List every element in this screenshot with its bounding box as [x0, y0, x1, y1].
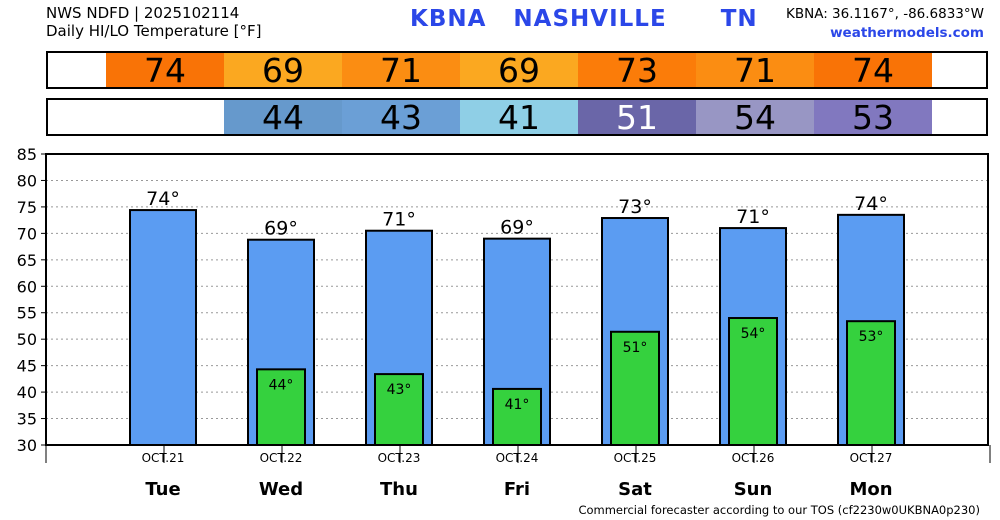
lo-bar-label: 41° [505, 397, 530, 413]
plot-frame [45, 153, 989, 446]
station-title: KBNA NASHVILLE TN [410, 6, 758, 32]
lo-temperature-strip: 44 43 41 51 54 53 [46, 98, 988, 136]
y-tick-label: 45 [17, 357, 37, 376]
lo-bar [492, 387, 542, 447]
lo-bar [846, 320, 896, 447]
hi-temp-cell: 69 [224, 53, 342, 89]
lo-bar [256, 368, 306, 446]
y-tick-label: 85 [17, 145, 37, 164]
date-label: OCT.24 [496, 451, 539, 465]
day-label: Thu [380, 479, 418, 500]
hi-temperature-strip: 74 69 71 69 73 71 74 [46, 51, 988, 89]
hi-temp-cell: 73 [578, 53, 696, 89]
lo-bar [374, 373, 424, 446]
lo-bar [610, 330, 660, 447]
lo-temp-cell: 51 [578, 100, 696, 136]
hi-temp-cell: 71 [342, 53, 460, 89]
y-tick-label: 50 [17, 330, 37, 349]
hi-bar-label: 74° [146, 188, 180, 210]
lo-bar-label: 43° [387, 382, 412, 398]
lo-bar-label: 44° [269, 377, 294, 393]
chart-header-right: KBNA: 36.1167°, -86.6833°W weathermodels… [786, 5, 984, 43]
day-label: Sun [734, 479, 773, 500]
hi-temp-cell: 69 [460, 53, 578, 89]
date-label: OCT.22 [260, 451, 303, 465]
tos-footer: Commercial forecaster according to our T… [578, 503, 980, 517]
lo-temp-cell: 41 [460, 100, 578, 136]
y-tick-label: 75 [17, 198, 37, 217]
hi-temp-cell: 74 [814, 53, 932, 89]
lo-temp-cell: 53 [814, 100, 932, 136]
lo-bar-label: 51° [623, 340, 648, 356]
y-tick-label: 60 [17, 277, 37, 296]
hi-bar-label: 73° [618, 196, 652, 218]
site-link[interactable]: weathermodels.com [830, 25, 984, 41]
lo-temp-cell: 44 [224, 100, 342, 136]
hi-bar-label: 69° [264, 218, 298, 240]
hi-temp-cell: 71 [696, 53, 814, 89]
y-tick-label: 55 [17, 304, 37, 323]
day-label: Wed [259, 479, 303, 500]
hi-bar-label: 74° [854, 193, 888, 215]
hi-temp-cell: 74 [106, 53, 224, 89]
y-tick-label: 35 [17, 410, 37, 429]
date-label: OCT.23 [378, 451, 421, 465]
hi-bar-label: 71° [736, 206, 770, 228]
lo-temp-cell: 43 [342, 100, 460, 136]
day-label: Tue [145, 479, 180, 500]
y-tick-label: 65 [17, 251, 37, 270]
lo-temp-cell: 54 [696, 100, 814, 136]
y-tick-label: 70 [17, 224, 37, 243]
y-tick-label: 30 [17, 436, 37, 455]
y-tick-label: 80 [17, 171, 37, 190]
lo-bar-label: 53° [859, 329, 884, 345]
date-label: OCT.21 [142, 451, 185, 465]
lo-bar-label: 54° [741, 326, 766, 342]
date-label: OCT.27 [850, 451, 893, 465]
y-tick-label: 40 [17, 383, 37, 402]
date-label: OCT.26 [732, 451, 775, 465]
day-label: Fri [504, 479, 530, 500]
day-label: Sat [618, 479, 652, 500]
chart-header-left: NWS NDFD | 2025102114 Daily HI/LO Temper… [46, 4, 262, 40]
hi-bar-label: 69° [500, 217, 534, 239]
hi-bar-label: 71° [382, 209, 416, 231]
lo-bar [728, 317, 778, 447]
model-run-label: NWS NDFD | 2025102114 [46, 4, 240, 22]
product-label: Daily HI/LO Temperature [°F] [46, 22, 262, 40]
date-label: OCT.25 [614, 451, 657, 465]
hi-bar [129, 209, 197, 446]
station-coordinates: KBNA: 36.1167°, -86.6833°W [785, 6, 984, 22]
day-label: Mon [849, 479, 892, 500]
temperature-chart: 30 35 40 45 50 55 60 65 70 75 80 85 74° OCT.21 Tue 69° 4… [17, 145, 991, 500]
